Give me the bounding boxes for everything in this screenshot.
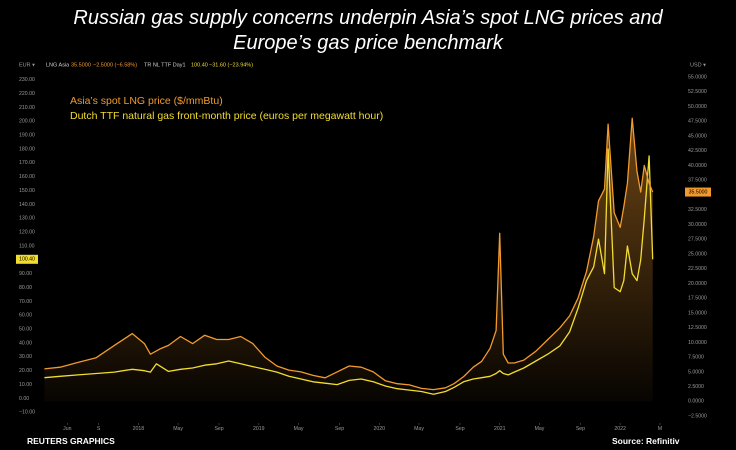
right-last-value-badge xyxy=(685,187,711,197)
toolbar-s1-value: 35.5000 xyxy=(71,62,91,68)
left-tick-label: 70.00 xyxy=(19,299,32,305)
left-tick-label: 200.00 xyxy=(19,119,35,125)
left-tick-label: 130.00 xyxy=(19,216,35,222)
left-tick-label: 30.00 xyxy=(19,354,32,360)
x-tick-label: 2019 xyxy=(253,426,265,432)
x-tick-label: May xyxy=(294,426,304,432)
right-tick-label: 10.0000 xyxy=(688,340,707,346)
left-axis: −10.00 0.00 10.00 20.00 30.00 40.00 50.00 60.00… xyxy=(19,77,35,416)
right-tick-label: 55.0000 xyxy=(688,74,707,80)
right-tick-label: 17.5000 xyxy=(688,296,707,302)
right-unit-label: USD ▾ xyxy=(690,62,706,68)
toolbar-s2-name: TR NL TTF Day1 xyxy=(144,62,186,68)
left-tick-label: 170.00 xyxy=(19,160,35,166)
right-tick-label: 2.5000 xyxy=(688,384,704,390)
x-tick-label: S xyxy=(97,426,101,432)
left-tick-label: 0.00 xyxy=(19,396,29,402)
right-tick-label: 15.0000 xyxy=(688,310,707,316)
x-tick-label: Jun xyxy=(63,426,71,432)
ttf-series-line xyxy=(44,148,654,395)
left-last-value: 100.40 xyxy=(19,257,35,263)
right-tick-label: 32.5000 xyxy=(688,207,707,213)
chart-area: EUR ▾ LNG Asia 35.5000 −2.5000 (−6.58%) TR N… xyxy=(14,60,722,438)
left-tick-label: 230.00 xyxy=(19,77,35,83)
toolbar-s1-change: −2.5000 (−6.58%) xyxy=(93,62,137,68)
left-tick-label: −10.00 xyxy=(19,410,35,416)
x-tick-label: May xyxy=(535,426,545,432)
left-tick-label: 220.00 xyxy=(19,91,35,97)
left-tick-label: 50.00 xyxy=(19,327,32,333)
right-tick-label: 27.5000 xyxy=(688,237,707,243)
x-tick-label: M xyxy=(658,426,662,432)
x-tick-label: 2022 xyxy=(614,426,626,432)
left-tick-label: 90.00 xyxy=(19,271,32,277)
left-tick-label: 160.00 xyxy=(19,174,35,180)
footer-source: Source: Refinitiv xyxy=(612,436,680,446)
chart-svg: EUR ▾ LNG Asia 35.5000 −2.5000 (−6.58%) TR N… xyxy=(16,62,711,432)
x-tick-label: May xyxy=(414,426,424,432)
left-tick-label: 60.00 xyxy=(19,313,32,319)
legend-lng-label: Asia’s spot LNG price ($/mmBtu) xyxy=(70,95,223,107)
right-tick-label: 50.0000 xyxy=(688,104,707,110)
left-tick-label: 190.00 xyxy=(19,133,35,139)
right-tick-label: 47.5000 xyxy=(688,119,707,125)
left-tick-label: 40.00 xyxy=(19,340,32,346)
right-tick-label: 20.0000 xyxy=(688,281,707,287)
x-tick-label: 2018 xyxy=(133,426,145,432)
left-tick-label: 10.00 xyxy=(19,382,32,388)
right-tick-label: 25.0000 xyxy=(688,251,707,257)
lng-area xyxy=(44,118,653,402)
x-tick-label: Sep xyxy=(214,426,223,432)
left-tick-label: 20.00 xyxy=(19,368,32,374)
chart-title: Russian gas supply concerns underpin Asi… xyxy=(0,6,736,56)
right-tick-label: 7.5000 xyxy=(688,355,704,361)
right-tick-label: 52.5000 xyxy=(688,89,707,95)
right-tick-label: 45.0000 xyxy=(688,133,707,139)
x-tick-label: 2021 xyxy=(494,426,506,432)
chart-title-line2: Europe’s gas price benchmark xyxy=(233,32,503,54)
right-tick-label: −2.5000 xyxy=(688,413,707,419)
right-tick-label: 0.0000 xyxy=(688,399,704,405)
right-tick-label: 37.5000 xyxy=(688,178,707,184)
footer-credit: REUTERS GRAPHICS xyxy=(27,436,115,446)
lng-series-line xyxy=(44,117,654,391)
toolbar-s1-name: LNG Asia xyxy=(46,62,70,68)
left-tick-label: 180.00 xyxy=(19,146,35,152)
left-tick-label: 140.00 xyxy=(19,202,35,208)
toolbar-s2-change: −31.60 (−23.94%) xyxy=(209,62,253,68)
right-tick-label: 40.0000 xyxy=(688,163,707,169)
chart-title-line1: Russian gas supply concerns underpin Asi… xyxy=(73,7,663,29)
left-tick-label: 120.00 xyxy=(19,230,35,236)
x-tick-label: Sep xyxy=(335,426,344,432)
right-last-value: 35.5000 xyxy=(689,189,708,195)
left-tick-label: 210.00 xyxy=(19,105,35,111)
right-axis: −2.5000 0.0000 2.5000 5.0000 7.5000 10.0000 12… xyxy=(688,74,707,419)
right-tick-label: 42.5000 xyxy=(688,148,707,154)
x-tick-label: Sep xyxy=(455,426,464,432)
left-tick-label: 150.00 xyxy=(19,188,35,194)
toolbar-s2-value: 100.40 xyxy=(191,62,208,68)
x-tick-label: 2020 xyxy=(373,426,385,432)
left-tick-label: 110.00 xyxy=(19,243,35,249)
x-tick-label: May xyxy=(173,426,183,432)
left-last-value-badge xyxy=(16,254,38,264)
legend-ttf-label: Dutch TTF natural gas front-month price … xyxy=(70,110,383,122)
left-tick-label: 80.00 xyxy=(19,285,32,291)
chart-legend: Asia’s spot LNG price ($/mmBtu) Dutch TTF… xyxy=(70,95,383,122)
right-tick-label: 5.0000 xyxy=(688,369,704,375)
x-axis: Jun S 2018 May Sep 2019 May Sep 2020 May Sep 2021 Ma… xyxy=(63,423,662,432)
right-tick-label: 30.0000 xyxy=(688,222,707,228)
toolbar-legend: EUR ▾ LNG Asia 35.5000 −2.5000 (−6.58%) TR N… xyxy=(19,62,706,68)
right-tick-label: 12.5000 xyxy=(688,325,707,331)
x-tick-label: Sep xyxy=(576,426,585,432)
left-unit-label: EUR ▾ xyxy=(19,62,35,68)
right-tick-label: 22.5000 xyxy=(688,266,707,272)
